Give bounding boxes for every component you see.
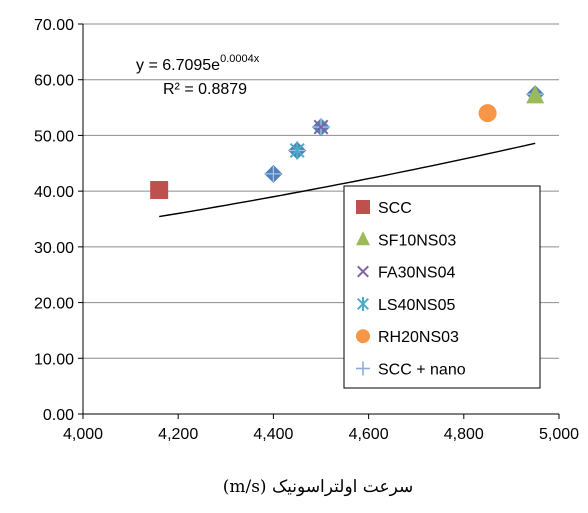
legend-item: FA30NS04 — [357, 265, 455, 282]
circle-marker — [478, 104, 497, 123]
trendline-equation: y = 6.7095e0.0004x — [136, 53, 260, 74]
y-tick-labels: 0.00 10.00 20.00 30.00 40.00 50.00 60.00 70.00 — [34, 17, 74, 424]
legend-item: SCC + nano — [356, 361, 466, 379]
y-tick-label: 30.00 — [34, 240, 74, 257]
legend-marker — [357, 265, 369, 278]
data-point-fa30ns04 — [313, 119, 329, 135]
data-point-scc-nano — [264, 164, 283, 183]
data-point-ls40ns05 — [289, 141, 305, 160]
y-tick-label: 40.00 — [34, 184, 74, 201]
x-tick-labels: 4,000 4,200 4,400 4,600 4,800 5,000 — [63, 426, 579, 443]
square-marker — [150, 181, 169, 200]
axes — [78, 23, 560, 419]
circle-marker — [356, 329, 370, 344]
x-axis-label: سرعت اولتراسونیک (m/s) — [223, 477, 414, 497]
triangle-marker — [356, 231, 370, 246]
legend-marker — [356, 361, 370, 376]
legend-box — [343, 185, 541, 389]
trendline — [159, 142, 536, 218]
data-point-rh20ns03 — [478, 104, 497, 123]
trendline-r2: R² = 0.8879 — [163, 81, 247, 98]
legend: SCC SF10NS03 FA30NS04 LS40NS05 RH20NS03 SCC +… — [343, 185, 541, 389]
legend-label: SCC — [378, 200, 412, 217]
x-marker-stroke — [313, 119, 329, 135]
y-tick-label: 10.00 — [34, 351, 74, 368]
legend-item: LS40NS05 — [357, 296, 455, 314]
legend-marker — [357, 296, 369, 311]
x-tick-label: 4,200 — [158, 426, 198, 443]
legend-marker — [356, 200, 370, 214]
legend-label: RH20NS03 — [378, 329, 459, 346]
legend-item: SF10NS03 — [356, 231, 456, 249]
legend-item: SCC — [356, 200, 412, 217]
x-marker-stroke — [357, 265, 369, 278]
data-points — [150, 85, 545, 200]
legend-marker — [356, 329, 370, 344]
square-marker — [356, 200, 370, 214]
y-tick-label: 50.00 — [34, 128, 74, 145]
legend-label: SF10NS03 — [378, 232, 456, 249]
y-tick-label: 70.00 — [34, 17, 74, 34]
legend-label: FA30NS04 — [378, 265, 455, 282]
data-point-sf10ns03 — [526, 85, 545, 104]
data-point-scc — [150, 181, 169, 200]
x-tick-label: 4,800 — [444, 426, 484, 443]
y-tick-label: 60.00 — [34, 73, 74, 90]
x-tick-label: 4,600 — [349, 426, 389, 443]
x-tick-label: 4,000 — [63, 426, 103, 443]
legend-marker — [356, 231, 370, 246]
x-tick-label: 5,000 — [539, 426, 579, 443]
legend-label: SCC + nano — [378, 362, 466, 379]
y-tick-label: 20.00 — [34, 296, 74, 313]
legend-label: LS40NS05 — [378, 297, 455, 314]
x-tick-label: 4,400 — [253, 426, 293, 443]
legend-item: RH20NS03 — [356, 329, 459, 346]
triangle-marker — [526, 85, 545, 104]
y-tick-label: 0.00 — [43, 407, 74, 424]
trendline-path — [159, 142, 536, 218]
